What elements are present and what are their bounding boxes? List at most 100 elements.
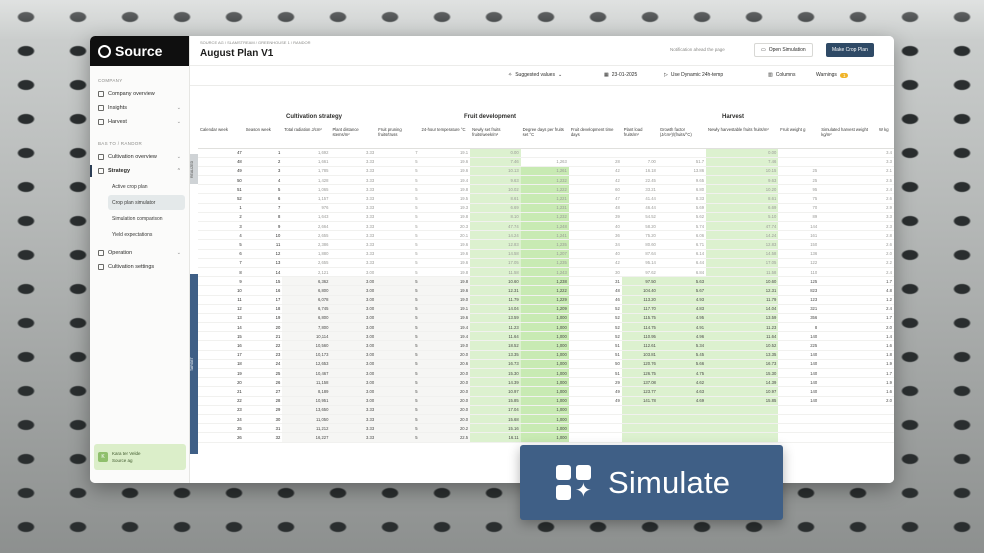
table-cell[interactable]: 5 xyxy=(376,396,420,406)
table-cell[interactable]: 3.00 xyxy=(330,304,377,314)
table-cell[interactable]: 113.20 xyxy=(621,295,658,305)
table-cell[interactable] xyxy=(657,414,707,425)
table-cell[interactable]: 2.4 xyxy=(877,304,894,314)
table-cell[interactable]: 11.64 xyxy=(470,331,521,342)
table-cell[interactable]: 19.1 xyxy=(419,304,471,314)
table-cell[interactable] xyxy=(621,414,658,425)
table-cell[interactable] xyxy=(621,432,658,443)
table-cell[interactable] xyxy=(819,405,878,415)
table-cell[interactable]: 4.75 xyxy=(657,368,707,379)
table-cell[interactable]: 15.85 xyxy=(470,396,521,406)
table-cell[interactable]: 1.8 xyxy=(877,350,894,360)
sidebar-item-insights[interactable]: Insights ⌄ xyxy=(90,101,189,115)
table-cell[interactable] xyxy=(819,423,878,434)
table-cell[interactable]: 17.04 xyxy=(470,405,521,415)
table-cell[interactable]: 52 xyxy=(568,304,622,314)
table-cell[interactable]: 52 xyxy=(568,313,622,324)
table-cell[interactable]: 823 xyxy=(778,285,820,296)
table-cell[interactable] xyxy=(568,414,622,425)
table-cell[interactable]: 4.62 xyxy=(657,377,707,388)
table-cell[interactable]: 3.00 xyxy=(330,340,377,351)
table-cell[interactable]: 20.0 xyxy=(419,350,471,360)
table-cell[interactable]: 20.2 xyxy=(419,423,471,434)
table-cell[interactable]: 3.00 xyxy=(330,368,377,379)
table-cell[interactable]: 10.60 xyxy=(706,276,779,287)
table-cell[interactable]: 1,000 xyxy=(520,432,569,443)
table-cell[interactable]: 5 xyxy=(376,276,420,287)
table-cell[interactable]: 10.97 xyxy=(706,386,779,397)
table-cell[interactable]: 48 xyxy=(568,285,622,296)
table-cell[interactable]: 97.50 xyxy=(621,276,658,287)
table-cell[interactable]: 5.67 xyxy=(657,285,707,296)
simulate-button[interactable]: ✦ Simulate xyxy=(520,445,783,520)
table-cell[interactable] xyxy=(621,423,658,434)
table-cell[interactable]: 11.64 xyxy=(706,331,779,342)
table-cell[interactable] xyxy=(819,304,878,314)
table-cell[interactable]: 12.31 xyxy=(470,285,521,296)
table-cell[interactable]: 1,000 xyxy=(520,350,569,360)
table-cell[interactable]: 19.6 xyxy=(419,285,471,296)
table-cell[interactable]: 3.00 xyxy=(330,313,377,324)
table-cell[interactable]: 140 xyxy=(778,350,820,360)
table-cell[interactable]: 1,000 xyxy=(520,340,569,351)
table-cell[interactable]: 19.4 xyxy=(419,322,471,333)
table-cell[interactable]: 20.0 xyxy=(419,386,471,397)
table-cell[interactable]: 5 xyxy=(376,432,420,443)
table-cell[interactable]: 4.95 xyxy=(657,313,707,324)
table-cell[interactable]: 1,000 xyxy=(520,414,569,425)
table-cell[interactable]: 11.23 xyxy=(706,322,779,333)
table-cell[interactable]: 16.11 xyxy=(470,432,521,443)
table-cell[interactable]: 125 xyxy=(778,276,820,287)
sidebar-subitem-simulation-comparison[interactable]: Simulation comparison xyxy=(112,215,163,222)
table-cell[interactable] xyxy=(706,423,779,434)
table-cell[interactable]: 3.00 xyxy=(330,331,377,342)
table-cell[interactable]: 1,000 xyxy=(520,313,569,324)
table-cell[interactable]: 20.0 xyxy=(419,368,471,379)
table-cell[interactable]: 5 xyxy=(376,313,420,324)
table-cell[interactable]: 1.7 xyxy=(877,313,894,324)
table-cell[interactable]: 6,800 xyxy=(282,285,331,296)
table-cell[interactable] xyxy=(778,423,820,434)
table-cell[interactable] xyxy=(819,359,878,370)
table-cell[interactable]: 3.00 xyxy=(330,350,377,360)
table-cell[interactable]: 140 xyxy=(778,331,820,342)
table-cell[interactable]: 10,560 xyxy=(282,340,331,351)
table-cell[interactable]: 1,209 xyxy=(520,304,569,314)
table-cell[interactable]: 11,212 xyxy=(282,423,331,434)
table-cell[interactable]: 19.0 xyxy=(419,340,471,351)
table-cell[interactable]: 1,000 xyxy=(520,386,569,397)
open-simulation-button[interactable]: ▭ Open Simulation xyxy=(754,43,813,57)
table-cell[interactable]: 2.0 xyxy=(877,396,894,406)
table-cell[interactable]: 13.59 xyxy=(706,313,779,324)
table-cell[interactable]: 11.79 xyxy=(706,295,779,305)
table-cell[interactable]: 1.2 xyxy=(877,295,894,305)
table-cell[interactable]: 10,467 xyxy=(282,368,331,379)
table-cell[interactable]: 123 xyxy=(778,295,820,305)
suggested-values-dropdown[interactable]: ✧ Suggested values ⌄ xyxy=(508,72,562,78)
table-cell[interactable]: 8,189 xyxy=(282,386,331,397)
warnings-button[interactable]: Warnings 1 xyxy=(816,72,849,78)
table-cell[interactable] xyxy=(819,331,878,342)
table-cell[interactable]: 18.52 xyxy=(470,340,521,351)
table-cell[interactable]: 123.77 xyxy=(621,386,658,397)
table-cell[interactable]: 115.75 xyxy=(621,313,658,324)
dynamic-temp-toggle[interactable]: ▷ Use Dynamic 24h-temp xyxy=(664,72,723,78)
table-cell[interactable]: 5 xyxy=(376,359,420,370)
table-cell[interactable] xyxy=(819,396,878,406)
table-cell[interactable]: 10,173 xyxy=(282,350,331,360)
table-cell[interactable]: 1,000 xyxy=(520,368,569,379)
table-cell[interactable]: 20.6 xyxy=(419,359,471,370)
table-cell[interactable] xyxy=(706,414,779,425)
sidebar-subitem-crop-plan-simulator[interactable]: Crop plan simulator xyxy=(108,195,185,210)
table-cell[interactable] xyxy=(657,423,707,434)
table-cell[interactable]: 117.70 xyxy=(621,304,658,314)
table-cell[interactable]: 1,222 xyxy=(520,285,569,296)
table-cell[interactable]: 14.04 xyxy=(470,304,521,314)
table-cell[interactable] xyxy=(819,377,878,388)
table-cell[interactable]: 13.35 xyxy=(706,350,779,360)
table-cell[interactable] xyxy=(568,423,622,434)
table-cell[interactable] xyxy=(877,414,894,425)
table-cell[interactable]: 3.00 xyxy=(330,285,377,296)
table-cell[interactable]: 1.7 xyxy=(877,276,894,287)
table-cell[interactable]: 140 xyxy=(778,368,820,379)
